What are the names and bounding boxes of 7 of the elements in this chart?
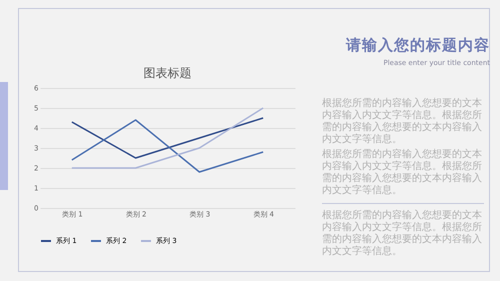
text: 请输入您的标题内容: [344, 36, 490, 55]
text: 根据您所需的内容输入您想要的文本内容输入内文文字等信息。根据您所需的内容输入您想要的文本内容输入内文文字等信息。: [322, 210, 483, 258]
line-series: [71, 117, 264, 159]
text: 根据您所需的内容输入您想要的文本内容输入内文文字等信息。根据您所需的内容输入您想要的文本内容输入内文文字等信息。: [322, 98, 483, 146]
text: 根据您所需的内容输入您想要的文本内容输入内文文字等信息。根据您所需的内容输入您想要的文本内容输入内文文字等信息。: [322, 149, 483, 197]
chart-title: 图表标题: [144, 66, 192, 80]
line-series: [71, 119, 264, 173]
